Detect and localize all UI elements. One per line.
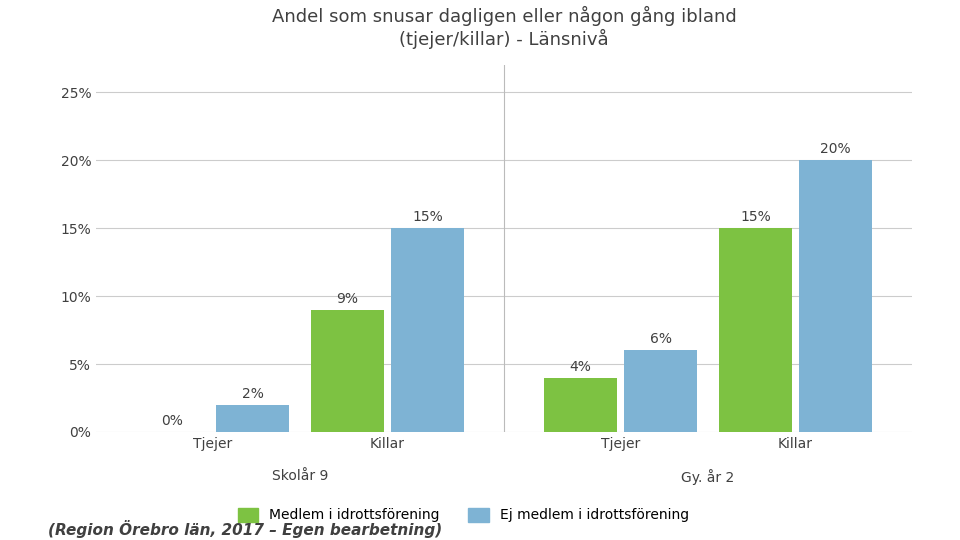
- Title: Andel som snusar dagligen eller någon gång ibland
(tjejer/killar) - Länsnivå: Andel som snusar dagligen eller någon gå…: [272, 6, 736, 49]
- Text: 15%: 15%: [740, 210, 771, 224]
- Text: 6%: 6%: [650, 332, 672, 346]
- Bar: [216, 405, 289, 432]
- Text: 2%: 2%: [242, 387, 264, 401]
- Bar: [799, 160, 872, 432]
- Text: 0%: 0%: [161, 414, 183, 428]
- Text: Gy. år 2: Gy. år 2: [682, 469, 734, 485]
- Bar: [719, 228, 792, 432]
- Legend: Medlem i idrottsförening, Ej medlem i idrottsförening: Medlem i idrottsförening, Ej medlem i id…: [232, 502, 694, 528]
- Text: 15%: 15%: [412, 210, 443, 224]
- Text: 20%: 20%: [820, 142, 851, 156]
- Bar: [544, 377, 617, 432]
- Text: 9%: 9%: [336, 292, 358, 306]
- Bar: [624, 350, 697, 432]
- Text: Skolår 9: Skolår 9: [272, 469, 328, 483]
- Bar: [391, 228, 464, 432]
- Text: (Region Örebro län, 2017 – Egen bearbetning): (Region Örebro län, 2017 – Egen bearbetn…: [48, 519, 443, 538]
- Bar: [311, 309, 384, 432]
- Text: 4%: 4%: [569, 360, 591, 374]
